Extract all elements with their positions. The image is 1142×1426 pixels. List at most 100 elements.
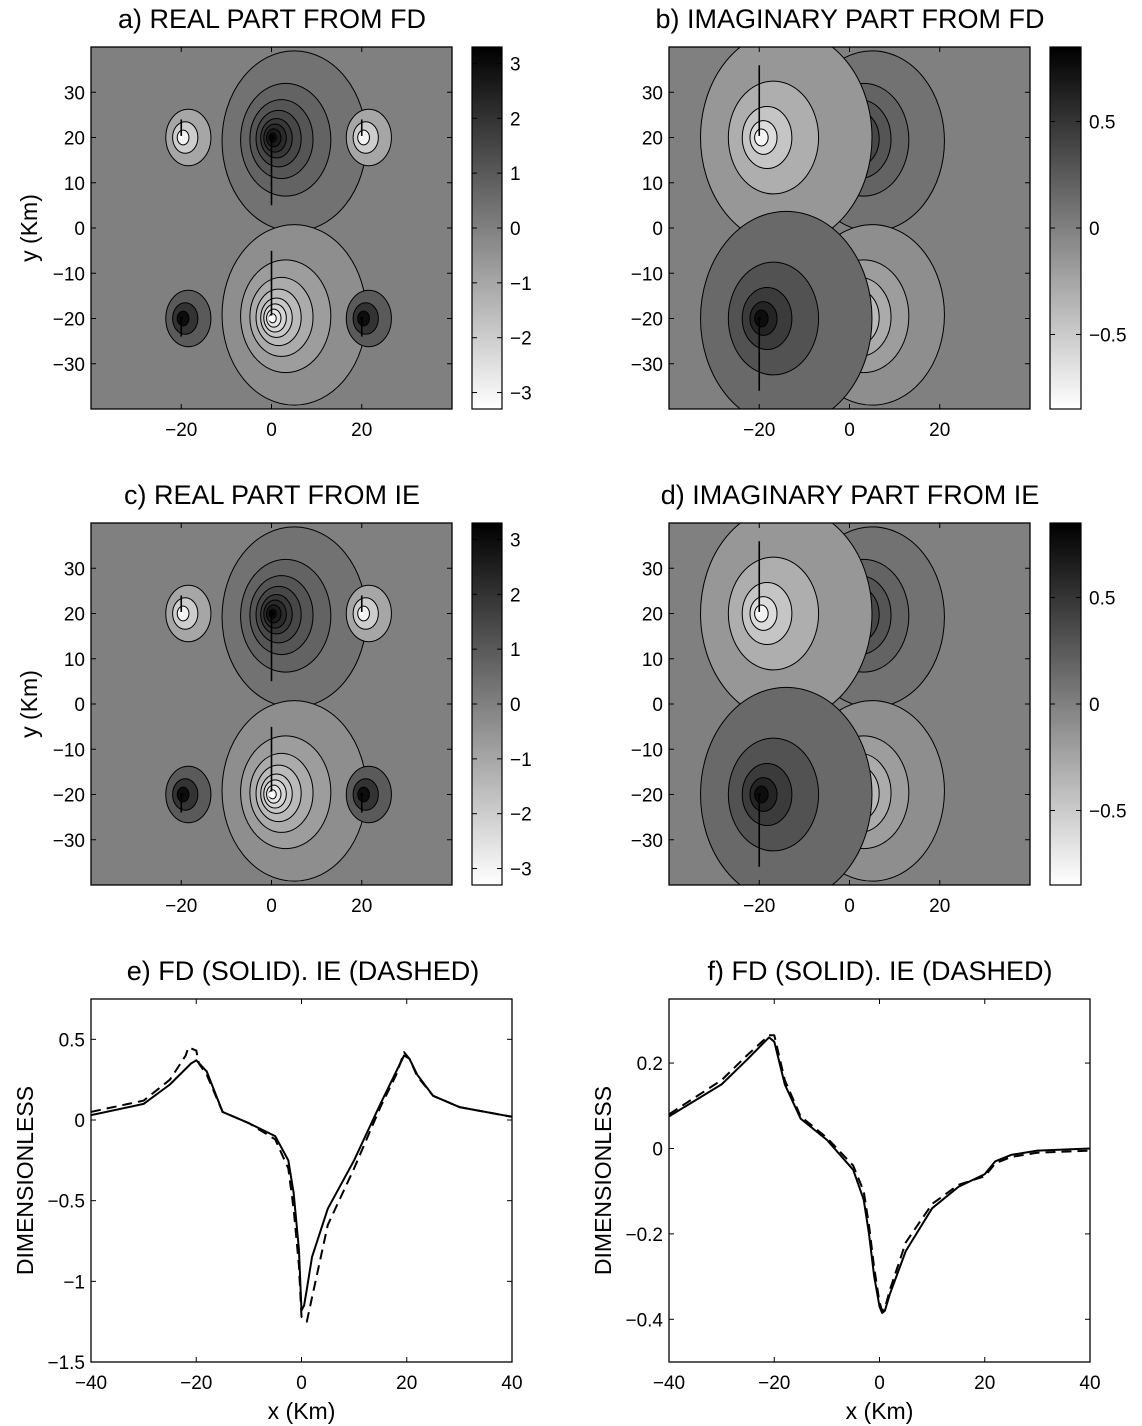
anomaly-weak [165,108,212,167]
y-tick-label: 10 [642,174,663,195]
y-tick-label: 20 [64,129,85,150]
source-point [360,316,364,321]
y-tick-label: −0.2 [625,1225,663,1246]
colorbar-tick-label: −2 [510,329,532,350]
y-tick-label: 10 [64,650,85,671]
contour-ring [754,128,769,147]
anomaly-weak [345,584,392,643]
source-point [179,611,183,616]
y-tick-label: 10 [642,650,663,671]
y-tick-label: −30 [53,355,85,376]
y-axis-label: DIMENSIONLESS [12,1086,38,1275]
y-tick-label: −10 [53,740,85,761]
y-axis-label: DIMENSIONLESS [590,1086,616,1275]
colorbar-tick-label: −3 [510,860,532,881]
colorbar-tick-label: 3 [510,530,521,551]
y-tick-label: −10 [53,264,85,285]
panel-title: d) IMAGINARY PART FROM IE [661,480,1040,510]
contour-ring [176,129,190,146]
x-tick-label: 20 [351,896,372,917]
x-tick-label: −40 [653,1373,685,1394]
x-tick-label: −20 [165,896,197,917]
colorbar-tick-label: 0.5 [1089,113,1115,134]
anomaly-weak [345,108,392,167]
colorbar-tick-label: −1 [510,750,532,771]
x-tick-label: 40 [501,1373,522,1394]
ie-dashed-line [669,1034,1090,1312]
source-point [179,135,183,140]
x-axis-label: x (Km) [846,1398,914,1424]
colorbar-tick-label: 3 [510,54,521,75]
x-tick-label: −20 [180,1373,212,1394]
colorbar-tick-label: 1 [510,164,521,185]
anomaly-medium [700,523,873,722]
panel-title: f) FD (SOLID). IE (DASHED) [707,956,1052,986]
x-tick-label: 20 [929,420,950,441]
source-point [757,316,761,321]
y-tick-label: 0 [74,695,85,716]
colorbar-tick-label: 1 [510,640,521,661]
colorbar-tick-label: 0 [510,695,521,716]
anomaly-weak [345,765,392,824]
source-point [268,791,275,798]
source-point [268,134,275,141]
colorbar-tick-label: −3 [510,384,532,405]
y-tick-label: −20 [53,310,85,331]
contour-ring [176,605,190,622]
series-group [669,1034,1090,1314]
x-tick-label: 40 [1079,1373,1100,1394]
colorbar-tick-label: −2 [510,805,532,826]
y-tick-label: 30 [64,559,85,580]
y-tick-label: 0.2 [637,1054,663,1075]
series-group [91,1046,512,1323]
ie-dashed-line [91,1046,512,1323]
colorbar-tick-label: 2 [510,585,521,606]
source-point [757,135,761,140]
y-tick-label: 30 [642,559,663,580]
colorbar: 0.5 0 −0.5 [1049,46,1127,410]
contour-ring [754,604,769,623]
y-axis-label: y (Km) [16,194,42,262]
x-tick-label: −20 [743,896,775,917]
y-tick-label: −1.5 [47,1353,85,1374]
anomaly-weak [345,289,392,348]
panel-a: a) REAL PART FROM FD−20 0 203020100−10−20−… [16,4,532,441]
y-tick-label: 10 [64,174,85,195]
y-tick-label: 20 [642,605,663,626]
source-point [179,792,183,797]
panel-b: b) IMAGINARY PART FROM FD −20 0 20 30 20 10 0 −1… [631,4,1127,441]
source-point [360,135,364,140]
y-tick-label: −10 [631,740,663,761]
y-tick-label: −30 [631,355,663,376]
anomaly-strong [221,526,367,708]
x-tick-label: 0 [844,420,855,441]
x-tick-label: 20 [974,1373,995,1394]
y-tick-label: −30 [631,831,663,852]
y-tick-label: 0 [652,1139,663,1160]
x-tick-label: 0 [296,1373,307,1394]
y-tick-label: 30 [642,83,663,104]
anomaly-medium [700,210,873,409]
y-tick-label: −1 [63,1272,85,1293]
y-axis-label: y (Km) [16,670,42,738]
y-tick-label: −30 [53,831,85,852]
y-tick-label: −20 [631,786,663,807]
y-tick-label: −20 [631,310,663,331]
y-tick-label: 20 [642,129,663,150]
colorbar-gradient [1049,522,1082,886]
panel-f: f) FD (SOLID). IE (DASHED) −40 −20 0 20 40 0.2… [590,956,1101,1424]
colorbar: 3 2 1 0 −1 −2 −3 [471,46,532,410]
x-tick-label: −20 [743,420,775,441]
colorbar-gradient [1049,46,1082,410]
colorbar-tick-label: −0.5 [1089,801,1127,822]
contour-ring [176,310,190,327]
colorbar-tick-label: −1 [510,274,532,295]
contour-ring [357,605,370,622]
colorbar-tick-label: 0 [510,219,521,240]
source-point [757,611,761,616]
anomaly-weak [165,584,212,643]
panel-title: e) FD (SOLID). IE (DASHED) [127,956,480,986]
anomaly-medium [700,686,873,885]
colorbar-tick-label: 0 [1089,219,1100,240]
